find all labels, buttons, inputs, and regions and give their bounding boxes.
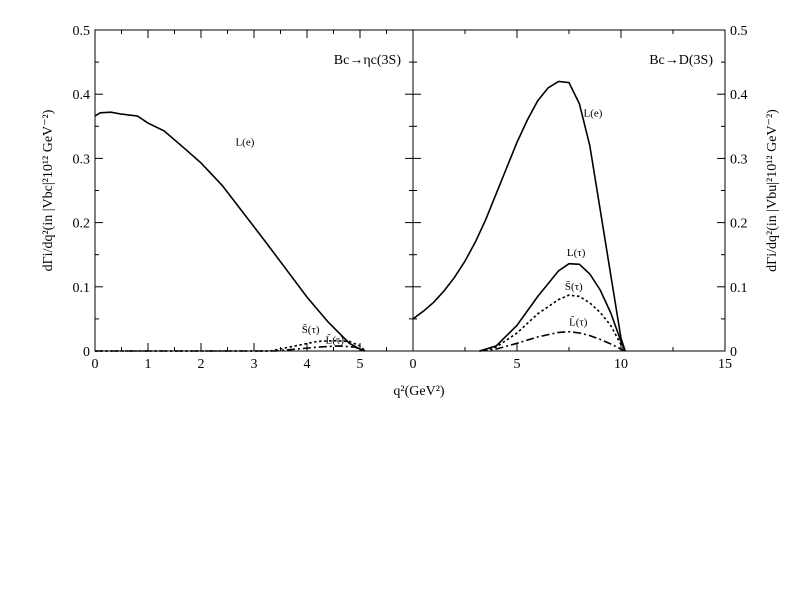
y-axis-label: dΓi/dq²(in |Vbu|²10¹² GeV⁻²)	[765, 109, 780, 272]
curve-label: L(e)	[235, 137, 254, 149]
y-tick-label: 0.1	[73, 281, 91, 296]
series-line-3	[479, 330, 626, 352]
y-tick-label: 0.3	[73, 152, 91, 167]
y-tick-label: 0.1	[730, 281, 748, 296]
series-line-0	[94, 111, 366, 352]
y-tick-label: 0.4	[730, 88, 748, 103]
x-tick-label: 4	[304, 357, 311, 372]
y-axis-label: dΓi/dq²(in |Vbc|²10¹² GeV⁻²)	[41, 109, 56, 271]
plot-frame	[412, 29, 726, 352]
y-tick-label: 0.2	[730, 217, 748, 232]
x-tick-label: 5	[514, 357, 521, 372]
panel-title: Bc→D(3S)	[649, 53, 713, 68]
curve-label: L(τ)	[567, 247, 586, 259]
y-tick-label: 0.5	[730, 24, 748, 39]
series-line-1	[479, 262, 626, 352]
series-line-0	[412, 80, 626, 352]
y-tick-label: 0	[83, 345, 90, 360]
series-line-2	[479, 294, 626, 352]
x-tick-label: 3	[251, 357, 258, 372]
x-tick-label: 10	[614, 357, 628, 372]
x-tick-label: 0	[410, 357, 417, 372]
y-tick-label: 0.2	[73, 217, 91, 232]
x-tick-label: 1	[145, 357, 152, 372]
x-tick-label: 5	[357, 357, 364, 372]
x-axis-label: q²(GeV²)	[393, 384, 444, 399]
x-tick-label: 15	[718, 357, 732, 372]
y-tick-label: 0.3	[730, 152, 748, 167]
x-tick-label: 0	[92, 357, 99, 372]
panel-bc-d-3s: 0 5 10 1500.10.20.30.40.5L(e)L(τ)S̃(τ)L̃(τ)…	[410, 24, 781, 372]
plot-frame	[94, 29, 414, 352]
curve-label: S̃(τ)	[302, 323, 320, 336]
x-tick-label: 2	[198, 357, 205, 372]
y-tick-label: 0.4	[73, 88, 91, 103]
y-tick-label: 0	[730, 345, 737, 360]
panel-title: Bc→ηc(3S)	[334, 53, 402, 68]
y-tick-label: 0.5	[73, 24, 91, 39]
curve-label: L(e)	[584, 108, 603, 120]
curve-label: L̃(τ)	[569, 315, 588, 328]
panel-bc-etac-3s: 0 1 2 3 4 5 0 0.1 0.2 0.3 0.4 0.5 L(e) S̃(τ) L̃(τ) Bc→η…	[41, 24, 414, 372]
series-line-1	[95, 339, 366, 352]
curve-label: L̃(τ)	[326, 333, 345, 346]
series-line-2	[95, 345, 366, 352]
curve-label: S̃(τ)	[565, 280, 583, 293]
